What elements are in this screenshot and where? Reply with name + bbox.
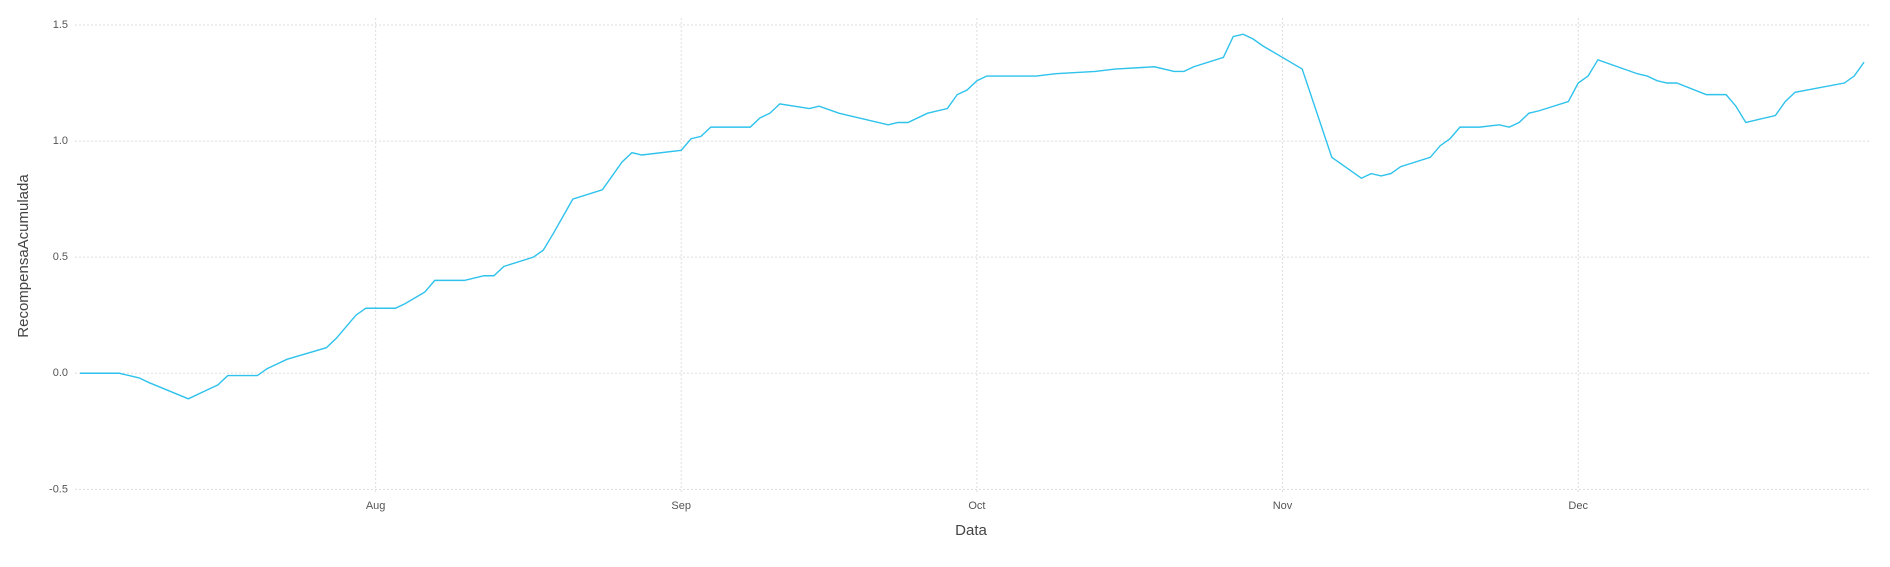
x-tick-label: Nov [1273,500,1293,512]
y-axis-title: RecompensaAcumulada [15,174,32,338]
y-tick-label: 1.5 [53,19,68,31]
x-tick-label: Dec [1568,500,1588,512]
x-axis-title: Data [955,522,987,539]
y-tick-label: 0.5 [53,251,68,263]
x-tick-label: Sep [671,500,691,512]
data-line [79,33,1865,400]
y-tick-label: 1.0 [53,135,68,147]
x-tick-label: Aug [366,500,386,512]
y-tick-label: -0.5 [49,483,68,495]
x-tick-label: Oct [968,500,985,512]
y-tick-label: 0.0 [53,367,68,379]
